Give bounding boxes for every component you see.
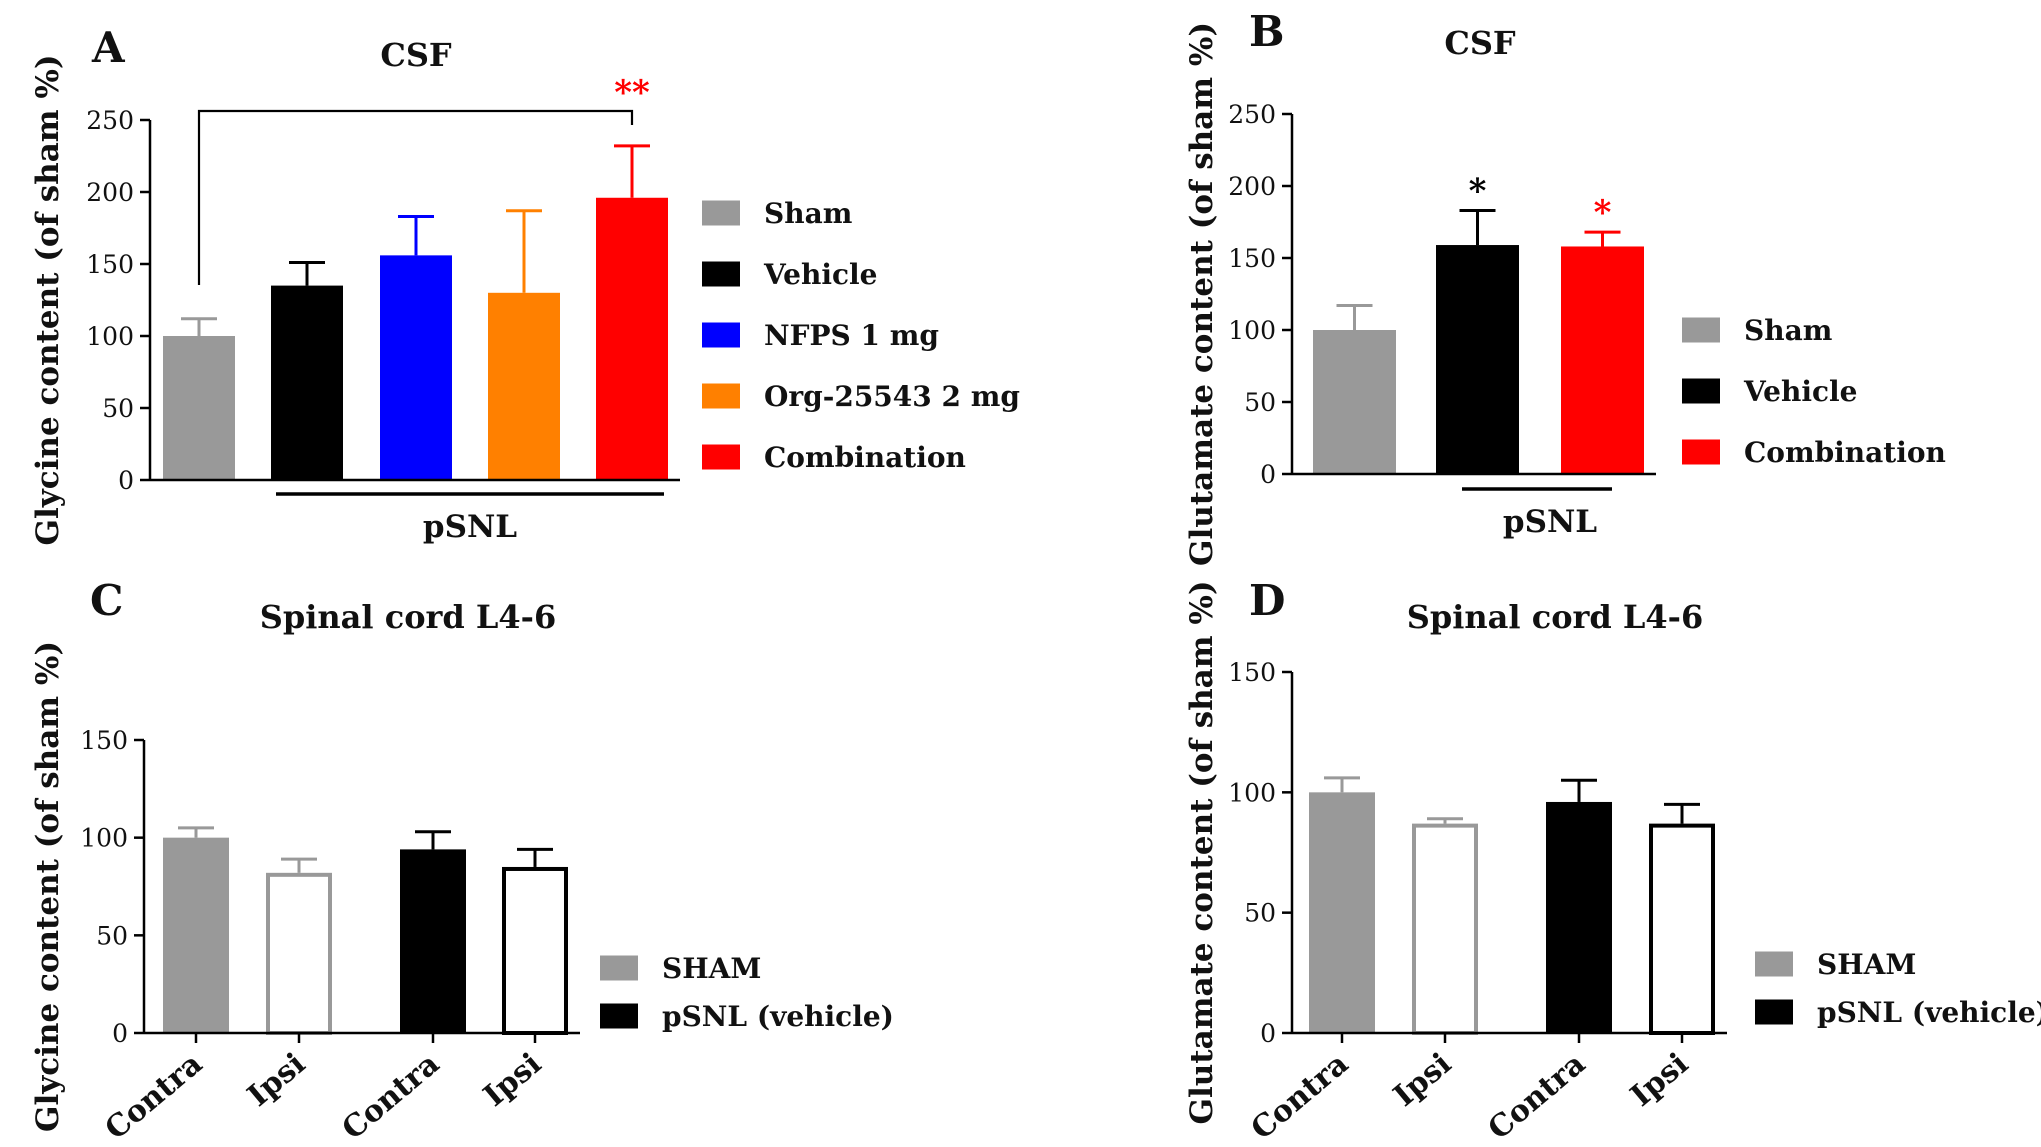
legend: Sham Vehicle NFPS 1 mg Org-25543 2 mg Combin… — [702, 197, 1020, 474]
legend-entry: pSNL (vehicle) — [662, 1000, 894, 1033]
y-tick-label: 50 — [1244, 899, 1276, 928]
y-tick-label: 50 — [1244, 388, 1276, 417]
panel-letter: C — [90, 576, 123, 625]
bar — [1649, 823, 1715, 1035]
bar — [163, 837, 229, 1033]
y-tick-label: 0 — [112, 1019, 128, 1048]
x-tick-label: Ipsi — [241, 1046, 312, 1113]
bar — [1313, 330, 1396, 474]
y-tick-label: 250 — [1228, 100, 1276, 129]
bar — [1412, 823, 1478, 1035]
y-tick-label: 150 — [1228, 244, 1276, 273]
y-tick-label: 200 — [86, 178, 134, 207]
y-tick-label: 150 — [80, 726, 128, 755]
bar — [380, 255, 452, 480]
panel-d: D Spinal cord L4-6 Glutamate content (of s… — [1184, 576, 2041, 1147]
legend-swatch — [1682, 378, 1720, 404]
legend: SHAM pSNL (vehicle) — [600, 952, 894, 1033]
chart-title: Spinal cord L4-6 — [1407, 598, 1703, 636]
y-tick-label: 50 — [102, 394, 134, 423]
legend-entry: Vehicle — [1743, 375, 1857, 408]
legend-swatch — [1755, 999, 1793, 1025]
legend-entry: Sham — [764, 197, 852, 230]
legend-entry: Sham — [1744, 314, 1832, 347]
legend-swatch — [702, 322, 740, 348]
x-tick-label: Ipsi — [1387, 1046, 1458, 1113]
x-tick-label: Contra — [336, 1046, 446, 1147]
significance-marker: * — [1594, 193, 1612, 233]
bar — [502, 866, 568, 1036]
y-tick-label: 100 — [80, 824, 128, 853]
x-tick-label: Contra — [99, 1046, 209, 1147]
chart-title: Spinal cord L4-6 — [260, 598, 556, 636]
significance-marker: ** — [614, 73, 650, 113]
x-tick-label: Ipsi — [477, 1046, 548, 1113]
y-tick-label: 0 — [1260, 460, 1276, 489]
panel-letter: B — [1249, 7, 1285, 56]
bar — [488, 292, 560, 480]
y-tick-label: 50 — [96, 921, 128, 950]
significance-marker: * — [1469, 171, 1487, 211]
bar — [266, 872, 332, 1035]
legend-entry: SHAM — [1817, 948, 1916, 981]
y-tick-label: 150 — [86, 250, 134, 279]
y-tick-label: 150 — [1228, 658, 1276, 687]
chart-title: CSF — [1444, 24, 1516, 62]
y-axis-label: Glutamate content (of sham %) — [1184, 22, 1220, 566]
y-tick-label: 250 — [86, 106, 134, 135]
panel-letter: A — [91, 23, 126, 72]
legend-swatch — [702, 444, 740, 470]
y-tick-label: 100 — [1228, 316, 1276, 345]
bar — [1436, 245, 1519, 474]
y-tick-label: 200 — [1228, 172, 1276, 201]
y-axis-label: Glutamate content (of sham %) — [1184, 581, 1220, 1125]
legend-entry: Combination — [1744, 436, 1946, 469]
y-tick-label: 0 — [1260, 1019, 1276, 1048]
legend: SHAM pSNL (vehicle) — [1755, 948, 2041, 1029]
bar — [1561, 246, 1644, 474]
legend-entry: Org-25543 2 mg — [764, 380, 1020, 413]
legend-entry: NFPS 1 mg — [764, 319, 939, 352]
bar — [1546, 801, 1612, 1033]
legend-swatch — [1755, 951, 1793, 977]
group-label: pSNL — [1503, 504, 1597, 540]
legend: Sham Vehicle Combination — [1682, 314, 1946, 469]
bar — [271, 285, 343, 480]
legend-swatch — [600, 1003, 638, 1029]
y-tick-label: 100 — [86, 322, 134, 351]
x-tick-label: Contra — [1245, 1046, 1355, 1147]
panel-letter: D — [1249, 576, 1285, 625]
y-tick-label: 100 — [1228, 778, 1276, 807]
panel-c: C Spinal cord L4-6 Glycine content (of sha… — [30, 576, 894, 1147]
panel-a: A CSF Glycine content (of sham %) 0 50 100 150… — [30, 23, 1020, 546]
bar — [163, 336, 235, 480]
chart-title: CSF — [380, 36, 452, 74]
x-tick-label: Ipsi — [1624, 1046, 1695, 1113]
legend-swatch — [702, 200, 740, 226]
significance-bracket — [197, 109, 634, 285]
x-tick-label: Contra — [1482, 1046, 1592, 1147]
legend-swatch — [1682, 317, 1720, 343]
legend-swatch — [1682, 439, 1720, 465]
panel-b: B CSF Glutamate content (of sham %) * * 0 50 10… — [1184, 7, 1946, 566]
legend-entry: pSNL (vehicle) — [1817, 996, 2041, 1029]
y-axis-label: Glycine content (of sham %) — [30, 641, 66, 1132]
y-axis-label: Glycine content (of sham %) — [30, 54, 66, 545]
legend-entry: SHAM — [662, 952, 761, 985]
legend-swatch — [702, 261, 740, 287]
bar — [596, 197, 668, 480]
legend-entry: Vehicle — [763, 258, 877, 291]
bar — [400, 849, 466, 1033]
y-tick-label: 0 — [118, 466, 134, 495]
legend-swatch — [600, 955, 638, 981]
group-label: pSNL — [423, 509, 517, 545]
bar — [1309, 792, 1375, 1033]
legend-swatch — [702, 383, 740, 409]
legend-entry: Combination — [764, 441, 966, 474]
